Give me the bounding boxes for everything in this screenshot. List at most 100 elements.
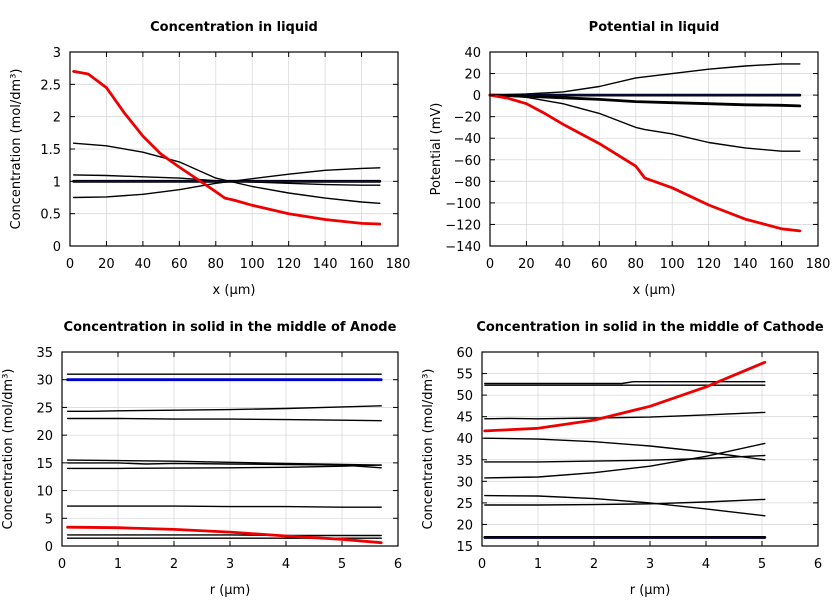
chart-title: Concentration in liquid xyxy=(150,20,318,35)
y-tick-label: 25 xyxy=(456,497,473,512)
y-tick-label: 40 xyxy=(464,46,481,61)
y-tick-label: 20 xyxy=(456,518,473,533)
series-line-k11 xyxy=(483,360,767,433)
series-line-c5 xyxy=(72,167,381,199)
y-tick-label: 15 xyxy=(36,457,53,472)
y-tick-label: −100 xyxy=(445,197,481,212)
series-line-k5 xyxy=(484,454,766,463)
x-tick-label: 3 xyxy=(646,557,654,572)
x-tick-label: 4 xyxy=(282,557,290,572)
x-tick-label: 20 xyxy=(98,257,115,272)
x-tick-label: 40 xyxy=(555,257,572,272)
chart-title: Concentration in solid in the middle of … xyxy=(476,320,824,335)
x-tick-label: 0 xyxy=(58,557,66,572)
series-line-k1 xyxy=(484,381,766,385)
x-tick-label: 1 xyxy=(114,557,122,572)
y-tick-label: 45 xyxy=(456,411,473,426)
y-tick-label: 15 xyxy=(456,540,473,555)
x-tick-label: 4 xyxy=(702,557,710,572)
series-line-k8 xyxy=(484,498,766,506)
series-line-a3 xyxy=(66,405,382,412)
x-tick-label: 0 xyxy=(486,257,494,272)
x-tick-label: 80 xyxy=(628,257,645,272)
x-tick-label: 80 xyxy=(208,257,225,272)
y-tick-label: 0 xyxy=(473,89,481,104)
y-tick-label: −20 xyxy=(454,111,481,126)
x-tick-label: 3 xyxy=(226,557,234,572)
y-tick-label: −120 xyxy=(445,218,481,233)
series-line-p5 xyxy=(489,94,801,152)
y-tick-label: 0.5 xyxy=(40,208,61,223)
series-line-a7 xyxy=(66,464,382,470)
y-tick-label: 2.5 xyxy=(40,78,61,93)
y-tick-label: 35 xyxy=(36,346,53,361)
y-tick-label: 20 xyxy=(36,429,53,444)
series-line-a11 xyxy=(66,525,383,545)
x-tick-label: 180 xyxy=(806,257,831,272)
series-line-a8 xyxy=(66,505,382,508)
y-tick-label: 25 xyxy=(36,401,53,416)
x-tick-label: 120 xyxy=(696,257,721,272)
x-tick-label: 100 xyxy=(660,257,685,272)
chart-title: Concentration in solid in the middle of … xyxy=(64,320,397,335)
y-tick-label: 50 xyxy=(456,389,473,404)
series-line-a4 xyxy=(66,417,382,422)
x-tick-label: 5 xyxy=(338,557,346,572)
x-tick-label: 100 xyxy=(240,257,265,272)
y-tick-label: −80 xyxy=(454,175,481,190)
x-tick-label: 2 xyxy=(590,557,598,572)
x-tick-label: 40 xyxy=(135,257,152,272)
y-tick-label: 0 xyxy=(53,240,61,255)
x-tick-label: 120 xyxy=(276,257,301,272)
series-line-p1 xyxy=(489,63,801,96)
series-line-a9 xyxy=(66,534,382,537)
series-line-p4 xyxy=(488,93,802,108)
y-tick-label: −40 xyxy=(454,132,481,147)
x-tick-label: 160 xyxy=(769,257,794,272)
x-axis-label: x (µm) xyxy=(633,283,676,298)
y-tick-label: 2 xyxy=(53,111,61,126)
x-tick-label: 0 xyxy=(66,257,74,272)
chart-panel-3: 0 1 2 3 4 5 6 0 5 10 15 20 25 30 35 Concentration in so… xyxy=(1,320,402,598)
y-tick-label: −60 xyxy=(454,154,481,169)
y-axis-label: Concentration (mol/dm³) xyxy=(9,69,24,230)
y-axis-label: Concentration (mol/dm³) xyxy=(421,369,436,530)
x-tick-label: 140 xyxy=(313,257,338,272)
x-tick-label: 6 xyxy=(394,557,402,572)
plot-frame xyxy=(489,51,819,247)
y-axis-label: Concentration (mol/dm³) xyxy=(1,369,16,530)
y-tick-label: 40 xyxy=(456,432,473,447)
y-tick-label: −140 xyxy=(445,240,481,255)
y-tick-label: 1.5 xyxy=(40,143,61,158)
x-tick-label: 140 xyxy=(733,257,758,272)
series-line-p6 xyxy=(488,93,802,233)
y-tick-label: 30 xyxy=(456,475,473,490)
x-tick-label: 20 xyxy=(518,257,535,272)
x-axis-label: r (µm) xyxy=(210,583,251,598)
series-line-k4 xyxy=(484,437,766,461)
y-tick-label: 10 xyxy=(36,485,53,500)
x-tick-label: 1 xyxy=(534,557,542,572)
y-tick-label: 30 xyxy=(36,374,53,389)
x-tick-label: 5 xyxy=(758,557,766,572)
chart-panel-1: 0 20 40 60 80 100 120 140 160 180 0 0.5 1 1.5 2 2.5 3 Con… xyxy=(9,20,410,298)
x-tick-label: 60 xyxy=(171,257,188,272)
series-line-k3 xyxy=(484,411,766,420)
y-tick-label: 3 xyxy=(53,46,61,61)
series-line-a6 xyxy=(66,462,382,469)
y-axis-label: Potential (mV) xyxy=(429,103,444,196)
y-tick-label: 5 xyxy=(45,512,53,527)
y-tick-label: 1 xyxy=(53,175,61,190)
x-tick-label: 60 xyxy=(591,257,608,272)
series-line-k7 xyxy=(484,494,766,517)
chart-panel-4: 0 1 2 3 4 5 615202530354045505560Concentration… xyxy=(421,320,824,598)
chart-title: Potential in liquid xyxy=(589,20,720,35)
x-tick-label: 2 xyxy=(170,557,178,572)
y-tick-label: 60 xyxy=(456,346,473,361)
x-axis-label: r (µm) xyxy=(630,583,671,598)
y-tick-label: 35 xyxy=(456,454,473,469)
x-tick-label: 6 xyxy=(814,557,822,572)
y-tick-label: 20 xyxy=(464,68,481,83)
series-line-c6 xyxy=(72,70,382,226)
